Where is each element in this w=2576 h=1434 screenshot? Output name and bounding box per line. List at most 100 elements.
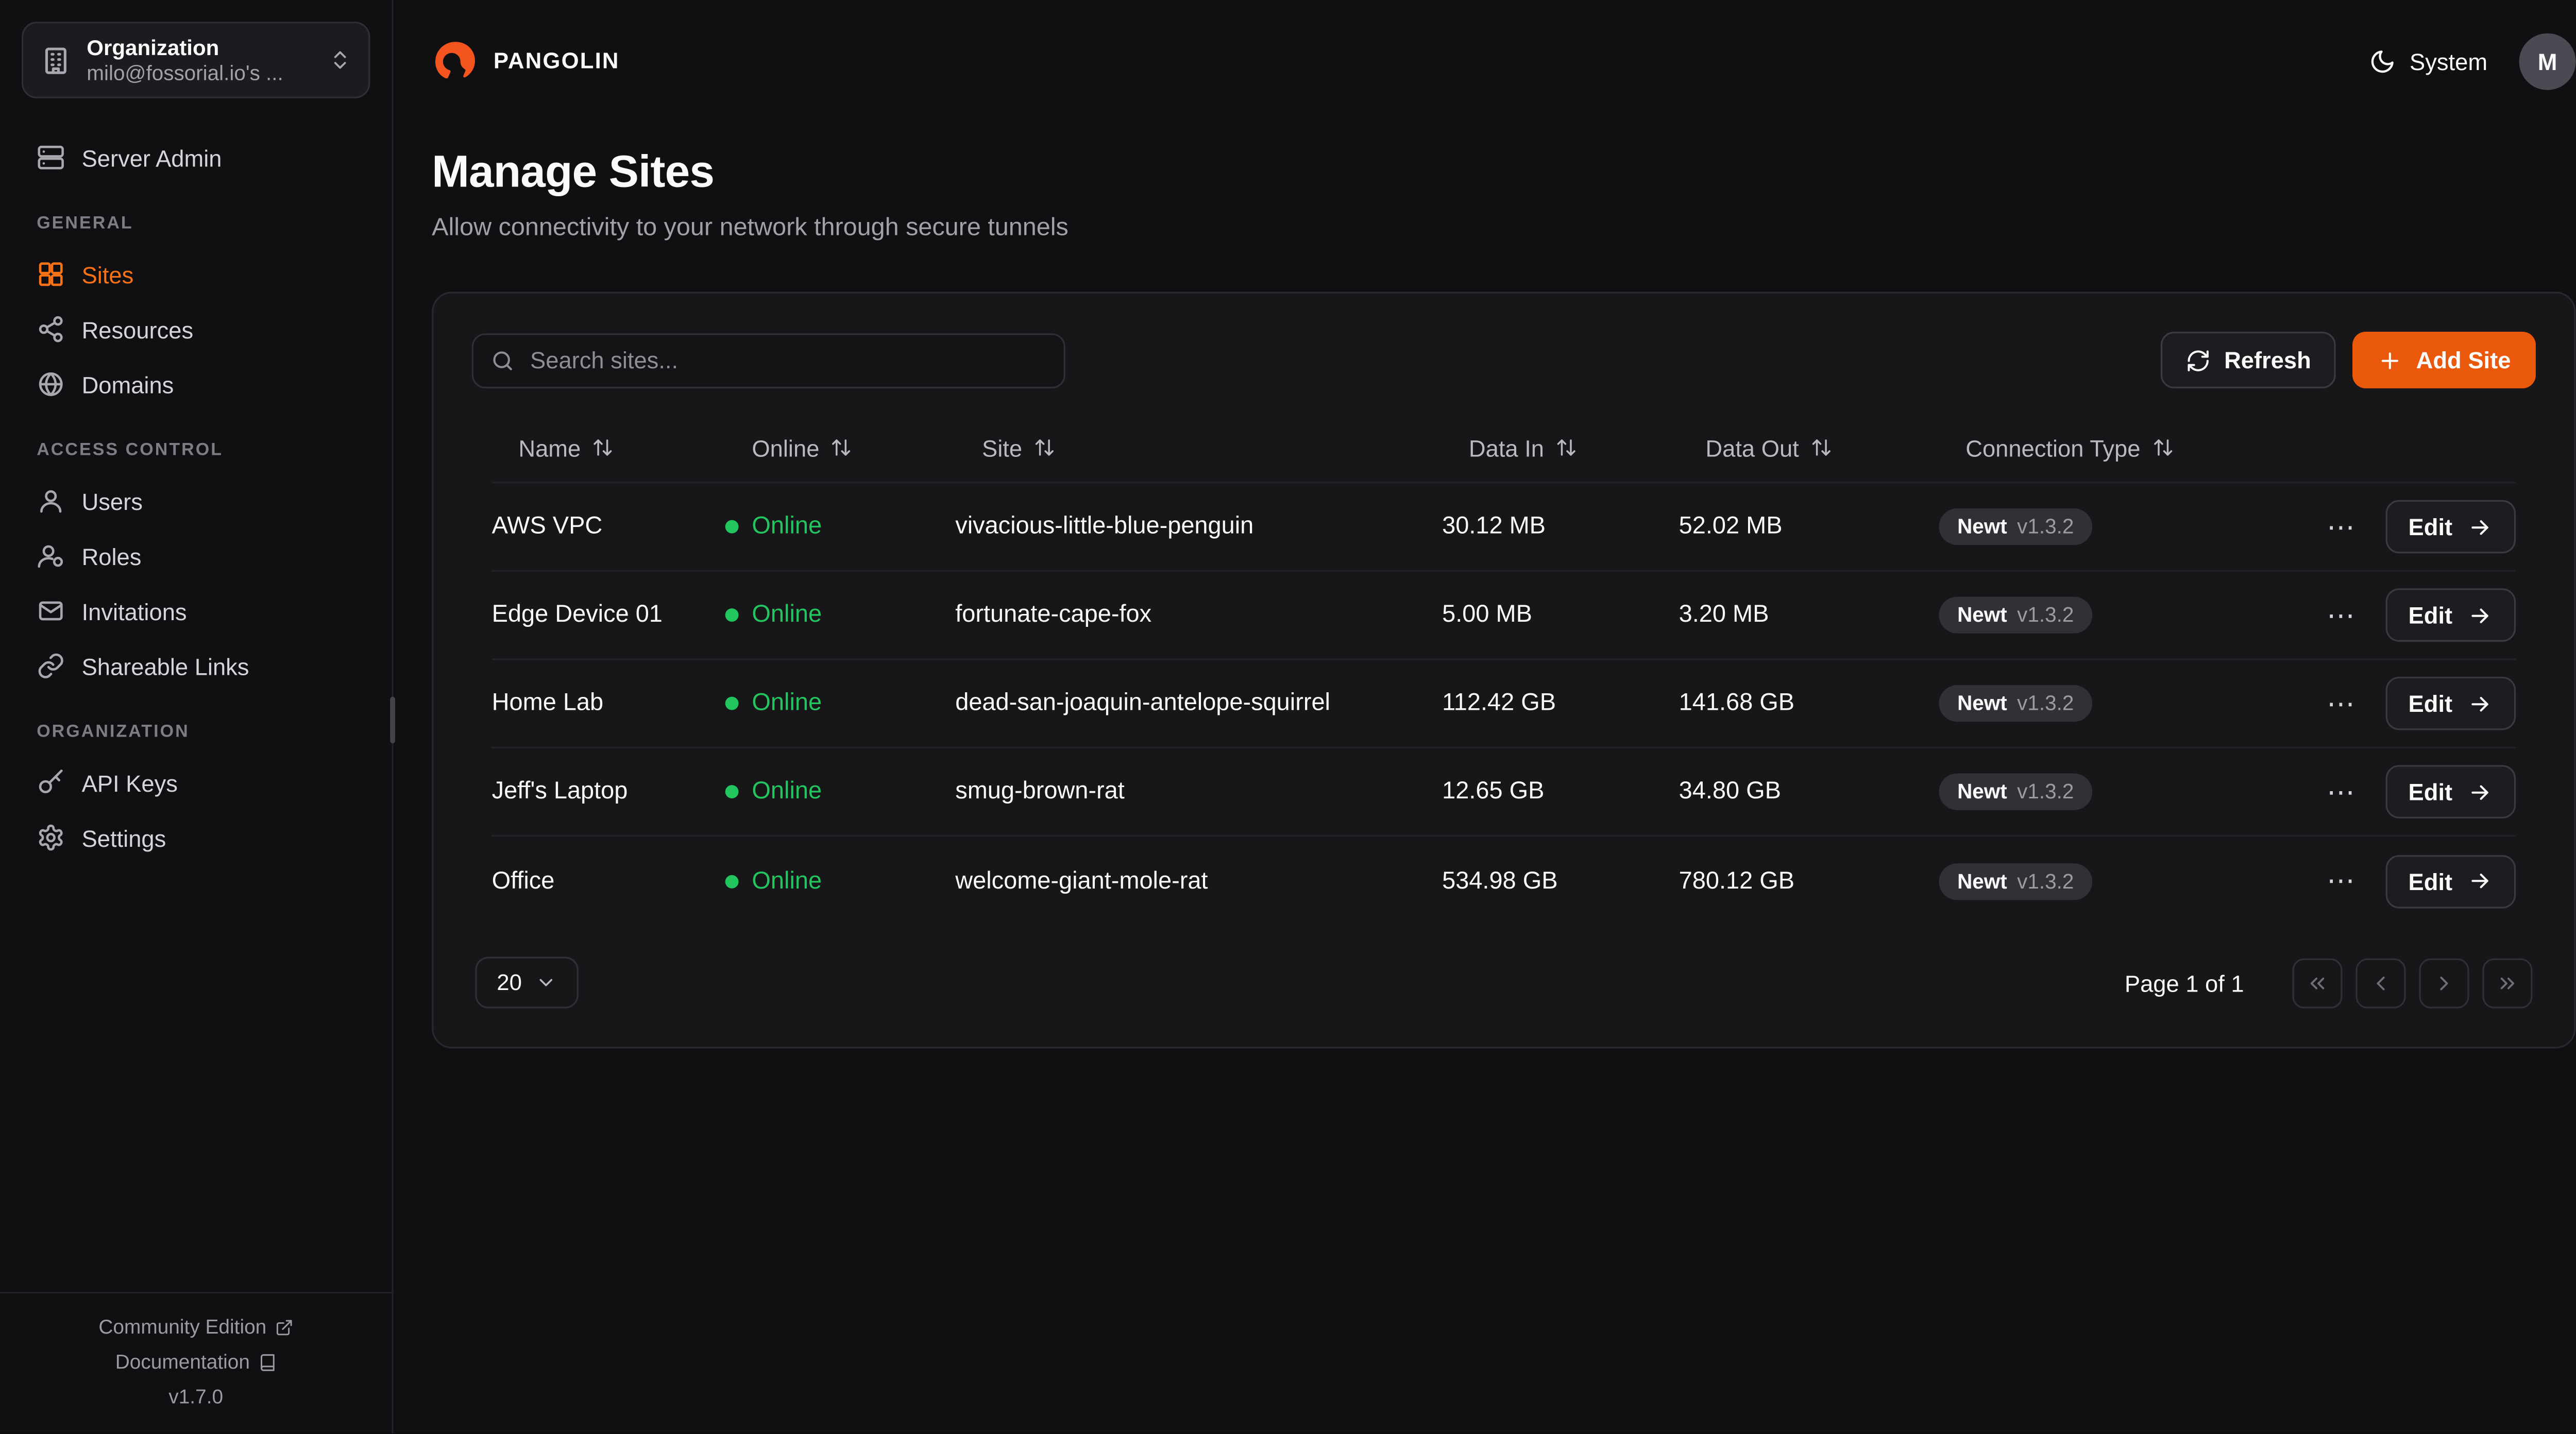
row-more-button[interactable]: ⋯ — [2324, 506, 2360, 548]
search-wrap — [471, 332, 1065, 388]
edit-button[interactable]: Edit — [2385, 676, 2516, 730]
cell-data-in: 5.00 MB — [1442, 602, 1532, 628]
cell-online: Online — [725, 867, 956, 894]
page-size-select[interactable]: 20 — [475, 957, 579, 1009]
sidebar-item-settings[interactable]: Settings — [22, 810, 370, 865]
card-toolbar: Refresh Add Site — [471, 331, 2536, 388]
table-row: Edge Device 01 Online fortunate-cape-fox… — [492, 572, 2516, 660]
connection-badge: Newt v1.3.2 — [1939, 773, 2092, 810]
column-label: Data In — [1468, 434, 1544, 461]
sort-icon — [1812, 439, 1831, 456]
plus-icon — [2382, 351, 2399, 369]
server-icon — [38, 145, 64, 169]
column-header-online[interactable]: Online — [725, 434, 956, 461]
sidebar-item-api-keys[interactable]: API Keys — [22, 755, 370, 810]
column-header-name[interactable]: Name — [492, 434, 725, 461]
column-header-data-out[interactable]: Data Out — [1679, 434, 1939, 461]
online-label: Online — [752, 778, 822, 805]
edit-label: Edit — [2408, 513, 2453, 540]
topbar: PANGOLIN System M — [432, 0, 2576, 122]
add-site-button[interactable]: Add Site — [2352, 331, 2536, 388]
sidebar-item-sites[interactable]: Sites — [22, 247, 370, 302]
connection-version: v1.3.2 — [2017, 869, 2074, 893]
connection-badge: Newt v1.3.2 — [1939, 508, 2092, 545]
connection-badge: Newt v1.3.2 — [1939, 596, 2092, 634]
org-subtitle: milo@fossorial.io's ... — [87, 61, 283, 86]
column-header-site[interactable]: Site — [955, 434, 1442, 461]
sort-icon — [833, 439, 851, 456]
connection-badge: Newt v1.3.2 — [1939, 685, 2092, 722]
sort-icon — [2154, 439, 2172, 456]
online-dot-icon — [725, 785, 739, 799]
cell-online: Online — [725, 778, 956, 805]
section-label-general: GENERAL — [37, 213, 133, 234]
sidebar-item-shareable-links[interactable]: Shareable Links — [22, 638, 370, 693]
theme-toggle[interactable]: System — [2369, 47, 2487, 74]
edit-button[interactable]: Edit — [2385, 854, 2516, 908]
refresh-button[interactable]: Refresh — [2161, 331, 2336, 388]
online-label: Online — [752, 513, 822, 540]
row-more-button[interactable]: ⋯ — [2324, 594, 2360, 636]
cell-data-out: 52.02 MB — [1679, 513, 1783, 540]
refresh-label: Refresh — [2224, 347, 2311, 373]
edit-label: Edit — [2408, 602, 2453, 628]
connection-version: v1.3.2 — [2017, 603, 2074, 627]
community-edition-label: Community Edition — [98, 1315, 267, 1339]
brand-name: PANGOLIN — [493, 48, 620, 74]
row-more-button[interactable]: ⋯ — [2324, 860, 2360, 902]
cell-data-out: 780.12 GB — [1679, 867, 1794, 895]
column-label: Name — [518, 434, 581, 461]
cell-site: vivacious-little-blue-penguin — [955, 513, 1254, 540]
previous-page-button[interactable] — [2355, 958, 2406, 1008]
cell-data-in: 12.65 GB — [1442, 778, 1545, 805]
first-page-button[interactable] — [2292, 958, 2343, 1008]
sidebar-item-invitations[interactable]: Invitations — [22, 584, 370, 639]
edit-button[interactable]: Edit — [2385, 500, 2516, 554]
column-header-connection-type[interactable]: Connection Type — [1939, 434, 2299, 461]
role-user-icon — [38, 545, 63, 568]
edit-button[interactable]: Edit — [2385, 588, 2516, 642]
cell-name: AWS VPC — [492, 513, 603, 540]
connection-name: Newt — [1957, 691, 2007, 715]
search-input[interactable] — [471, 332, 1065, 388]
column-header-data-in[interactable]: Data In — [1442, 434, 1679, 461]
cell-site: dead-san-joaquin-antelope-squirrel — [955, 690, 1331, 717]
sidebar-item-users[interactable]: Users — [22, 473, 370, 528]
pangolin-logo-icon — [435, 41, 475, 78]
community-edition-link[interactable]: Community Edition — [98, 1315, 293, 1339]
sidebar-item-roles[interactable]: Roles — [22, 528, 370, 584]
online-label: Online — [752, 602, 822, 628]
row-more-button[interactable]: ⋯ — [2324, 771, 2360, 813]
cell-connection-type: Newt v1.3.2 — [1939, 596, 2299, 634]
section-label-organization: ORGANIZATION — [37, 722, 190, 742]
chevron-left-icon — [2377, 976, 2385, 989]
cell-site: fortunate-cape-fox — [955, 602, 1152, 628]
sidebar-item-label: API Keys — [81, 769, 178, 796]
last-page-button[interactable] — [2482, 958, 2533, 1008]
org-selector[interactable]: Organization milo@fossorial.io's ... — [22, 22, 370, 98]
page-info: Page 1 of 1 — [2124, 969, 2244, 996]
section-label-access-control: ACCESS CONTROL — [37, 440, 224, 460]
main-content: PANGOLIN System M Manage Sites Allow con… — [394, 0, 2576, 1433]
sidebar-item-label: Domains — [81, 371, 174, 398]
next-page-button[interactable] — [2419, 958, 2469, 1008]
cell-name: Home Lab — [492, 690, 604, 717]
cell-data-out: 34.80 GB — [1679, 778, 1781, 805]
sidebar-item-server-admin[interactable]: Server Admin — [22, 130, 370, 185]
org-texts: Organization milo@fossorial.io's ... — [87, 35, 313, 85]
column-label: Site — [982, 434, 1023, 461]
page-title: Manage Sites — [432, 146, 715, 197]
avatar[interactable]: M — [2519, 32, 2576, 90]
sidebar-item-domains[interactable]: Domains — [22, 357, 370, 412]
documentation-link[interactable]: Documentation — [115, 1350, 277, 1373]
sidebar-resize-handle[interactable] — [390, 696, 395, 744]
theme-label: System — [2410, 47, 2488, 75]
edit-button[interactable]: Edit — [2385, 765, 2516, 818]
org-title: Organization — [87, 35, 219, 60]
sidebar-item-resources[interactable]: Resources — [22, 302, 370, 357]
external-link-icon — [276, 1319, 292, 1335]
row-more-button[interactable]: ⋯ — [2324, 682, 2360, 724]
toolbar-actions: Refresh Add Site — [2161, 331, 2536, 388]
chevron-right-icon — [2440, 976, 2448, 989]
